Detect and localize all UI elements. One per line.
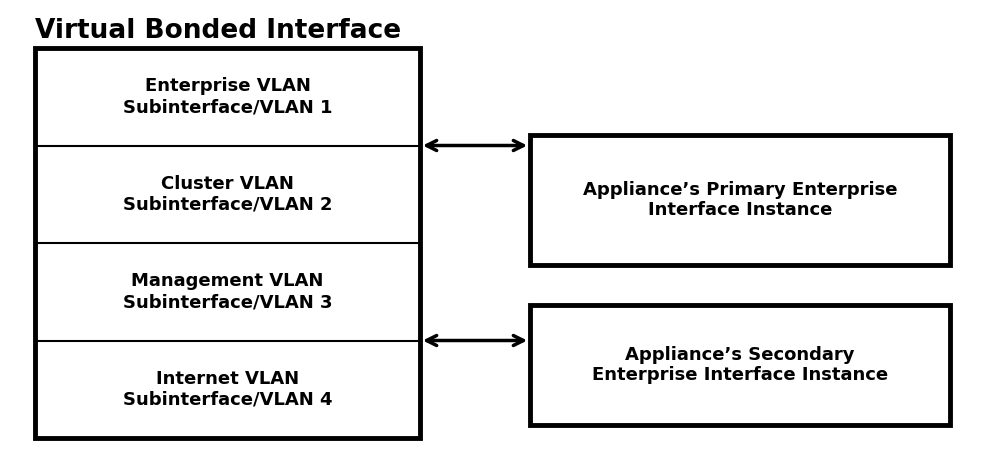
Bar — [530, 135, 950, 265]
Text: Cluster VLAN
Subinterface/VLAN 2: Cluster VLAN Subinterface/VLAN 2 — [123, 175, 332, 213]
Text: Virtual Bonded Interface: Virtual Bonded Interface — [35, 18, 401, 44]
Text: Management VLAN
Subinterface/VLAN 3: Management VLAN Subinterface/VLAN 3 — [123, 272, 332, 311]
Text: Internet VLAN
Subinterface/VLAN 4: Internet VLAN Subinterface/VLAN 4 — [123, 370, 332, 409]
Text: Enterprise VLAN
Subinterface/VLAN 1: Enterprise VLAN Subinterface/VLAN 1 — [123, 77, 332, 116]
Bar — [35, 48, 420, 438]
Text: Appliance’s Secondary
Enterprise Interface Instance: Appliance’s Secondary Enterprise Interfa… — [592, 346, 888, 384]
Text: Appliance’s Primary Enterprise
Interface Instance: Appliance’s Primary Enterprise Interface… — [583, 181, 897, 219]
Bar — [530, 305, 950, 425]
